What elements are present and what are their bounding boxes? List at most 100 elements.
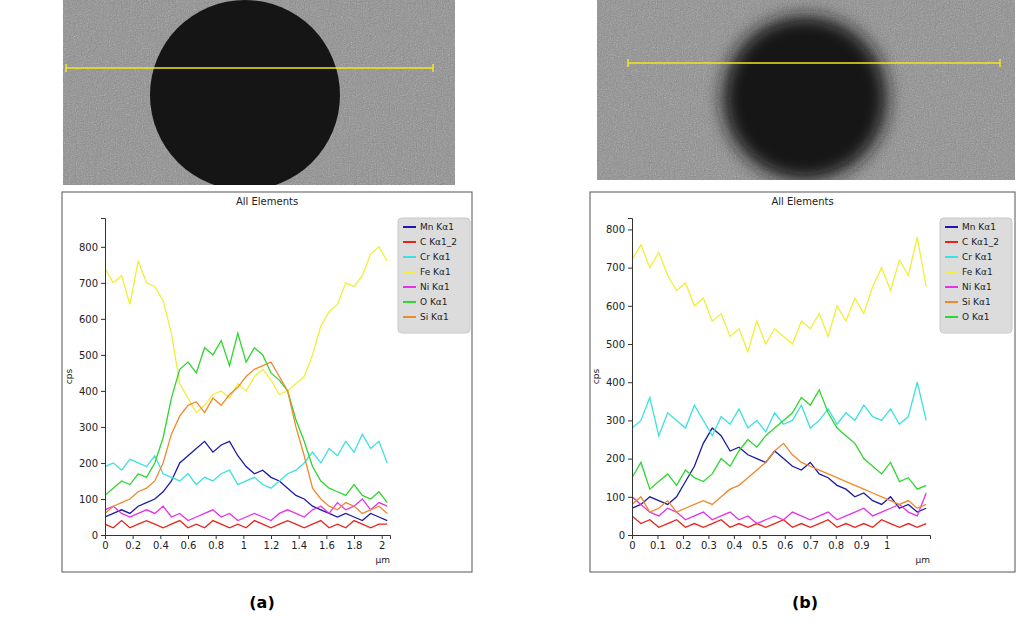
legend-swatch (945, 286, 958, 288)
tick-mark (861, 535, 862, 539)
legend-swatch (945, 226, 958, 228)
x-tick: 0.4 (153, 535, 169, 551)
tick-label: 600 (79, 314, 98, 325)
tick-mark (628, 535, 632, 536)
tick-label: 0 (102, 540, 108, 551)
series-line (105, 362, 387, 513)
tick-mark (243, 535, 244, 539)
chart-frame (590, 192, 1015, 572)
axis-line (101, 219, 106, 536)
legend-swatch (403, 301, 416, 303)
chart-title: All Elements (236, 196, 298, 207)
legend-label: O Kα1 (962, 312, 990, 322)
tick-mark (216, 535, 217, 539)
legend-box (398, 218, 470, 333)
micrograph (597, 0, 1015, 180)
scan-line (628, 62, 1000, 64)
legend-label: Ni Kα1 (420, 282, 450, 292)
scan-end (627, 59, 629, 67)
tick-mark (101, 535, 105, 536)
tick-label: 1.2 (264, 540, 280, 551)
scan-end (432, 64, 434, 72)
y-axis-title: cps (64, 369, 74, 385)
plot-area (105, 247, 387, 528)
tick-mark (628, 344, 632, 345)
tick-mark (628, 420, 632, 421)
x-tick: 0.6 (181, 535, 197, 551)
series-line (105, 499, 387, 521)
tick-label: 700 (606, 262, 625, 273)
tick-mark (628, 459, 632, 460)
tick-label: 0.1 (650, 540, 666, 551)
tick-label: 200 (79, 458, 98, 469)
tick-label: 0.6 (181, 540, 197, 551)
tick-label: 400 (606, 377, 625, 388)
y-tick: 100 (606, 492, 632, 503)
tick-label: 0.3 (701, 540, 717, 551)
tick-mark (628, 229, 632, 230)
tick-label: 100 (79, 494, 98, 505)
x-tick: 0.8 (208, 535, 224, 551)
x-tick: 0 (629, 535, 635, 551)
legend-label: C Kα1_2 (420, 237, 457, 247)
series-line (632, 390, 926, 489)
tick-label: 0.8 (828, 540, 844, 551)
legend-label: Si Kα1 (420, 312, 449, 322)
tick-label: 1.8 (347, 540, 363, 551)
legend-swatch (945, 256, 958, 258)
x-tick: 1 (241, 535, 247, 551)
series-line (632, 382, 926, 435)
y-axis: 0100200300400500600700800 (79, 219, 106, 541)
y-tick: 100 (79, 494, 105, 505)
y-axis: 0100200300400500600700800 (606, 219, 633, 541)
micrograph-background (597, 0, 1015, 180)
panel-label: (b) (792, 593, 818, 612)
tick-mark (382, 535, 383, 539)
series-line (105, 434, 387, 488)
y-tick: 0 (92, 530, 105, 541)
tick-mark (326, 535, 327, 539)
particle (723, 16, 887, 180)
legend-swatch (403, 271, 416, 273)
chart-title: All Elements (771, 196, 833, 207)
tick-label: 0 (619, 530, 625, 541)
x-tick: 1.2 (264, 535, 280, 551)
tick-mark (734, 535, 735, 539)
y-tick: 200 (79, 458, 105, 469)
tick-label: 0.6 (777, 540, 793, 551)
tick-mark (708, 535, 709, 539)
x-tick: 2 (379, 535, 385, 551)
tick-label: 300 (79, 422, 98, 433)
x-axis: 00.20.40.60.811.21.41.61.82 (102, 535, 390, 551)
tick-mark (101, 355, 105, 356)
legend-label: C Kα1_2 (962, 237, 999, 247)
tick-mark (101, 283, 105, 284)
tick-label: 0.2 (125, 540, 141, 551)
legend-box (940, 218, 1012, 333)
x-tick: 0.8 (828, 535, 844, 551)
y-tick: 800 (79, 242, 105, 253)
tick-label: 0.9 (854, 540, 870, 551)
scan-end (999, 59, 1001, 67)
x-tick: 0.1 (650, 535, 666, 551)
y-tick: 700 (606, 262, 632, 273)
legend-swatch (945, 316, 958, 318)
tick-mark (628, 497, 632, 498)
tick-mark (354, 535, 355, 539)
tick-label: 800 (606, 224, 625, 235)
y-axis-title: cps (591, 369, 601, 385)
tick-label: 1 (241, 540, 247, 551)
legend-swatch (403, 226, 416, 228)
series-line (105, 247, 387, 413)
y-tick: 600 (79, 314, 105, 325)
y-tick: 500 (79, 350, 105, 361)
axis-line (106, 536, 391, 540)
legend-label: Fe Kα1 (962, 267, 993, 277)
legend-swatch (945, 271, 958, 273)
x-axis: 00.10.20.30.40.50.60.70.80.91 (629, 535, 930, 551)
tick-label: 2 (379, 540, 385, 551)
tick-label: 0.2 (675, 540, 691, 551)
plot-area (632, 237, 926, 527)
tick-mark (836, 535, 837, 539)
legend-swatch (945, 301, 958, 303)
